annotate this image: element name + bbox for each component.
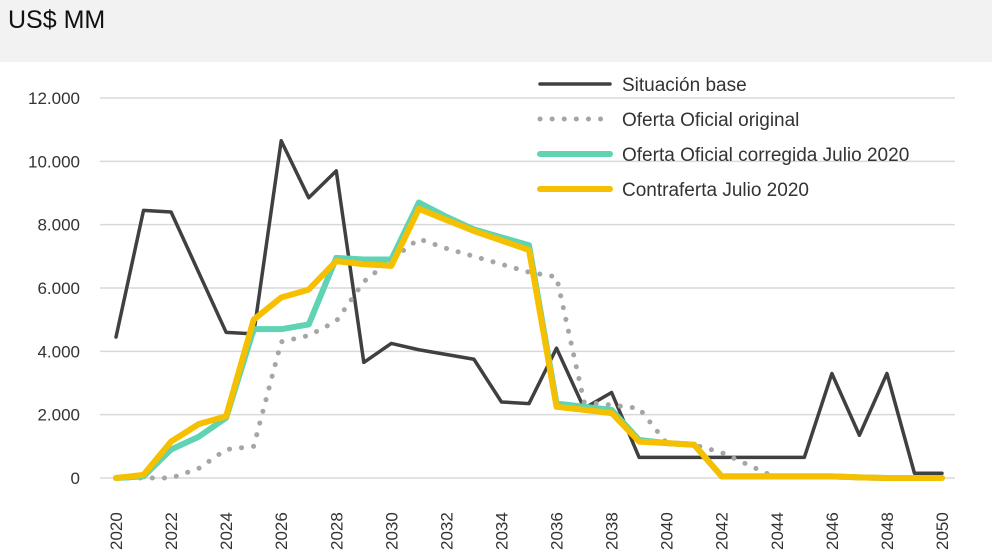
legend-label: Oferta Oficial corregida Julio 2020 <box>622 145 909 166</box>
x-tick-label: 2050 <box>933 512 952 550</box>
x-tick-label: 2038 <box>603 512 622 550</box>
x-tick-label: 2036 <box>548 512 567 550</box>
y-tick-label: 10.000 <box>28 152 80 171</box>
x-tick-label: 2022 <box>162 512 181 550</box>
chart-title: US$ MM <box>8 6 106 34</box>
y-tick-label: 8.000 <box>37 216 80 235</box>
legend-label: Contraferta Julio 2020 <box>622 180 809 201</box>
x-tick-label: 2020 <box>107 512 126 550</box>
x-tick-label: 2044 <box>768 512 787 550</box>
header-band <box>0 0 992 62</box>
series-line-2 <box>113 199 945 481</box>
x-tick-label: 2032 <box>437 512 456 550</box>
y-tick-label: 12.000 <box>28 89 80 108</box>
y-tick-label: 6.000 <box>37 279 80 298</box>
x-tick-label: 2046 <box>823 512 842 550</box>
legend-label: Oferta Oficial original <box>622 110 799 131</box>
x-tick-label: 2030 <box>382 512 401 550</box>
y-tick-label: 0 <box>71 469 80 488</box>
y-tick-label: 4.000 <box>37 342 80 361</box>
x-tick-label: 2040 <box>658 512 677 550</box>
series-line-1 <box>113 236 780 481</box>
x-tick-label: 2026 <box>272 512 291 550</box>
y-tick-label: 2.000 <box>37 406 80 425</box>
x-tick-label: 2028 <box>327 512 346 550</box>
x-tick-label: 2034 <box>492 512 511 550</box>
x-tick-label: 2048 <box>878 512 897 550</box>
x-tick-label: 2042 <box>713 512 732 550</box>
x-tick-label: 2024 <box>217 512 236 550</box>
series-line-0 <box>114 139 944 475</box>
legend-label: Situación base <box>622 75 747 96</box>
series-line-3 <box>113 205 945 481</box>
